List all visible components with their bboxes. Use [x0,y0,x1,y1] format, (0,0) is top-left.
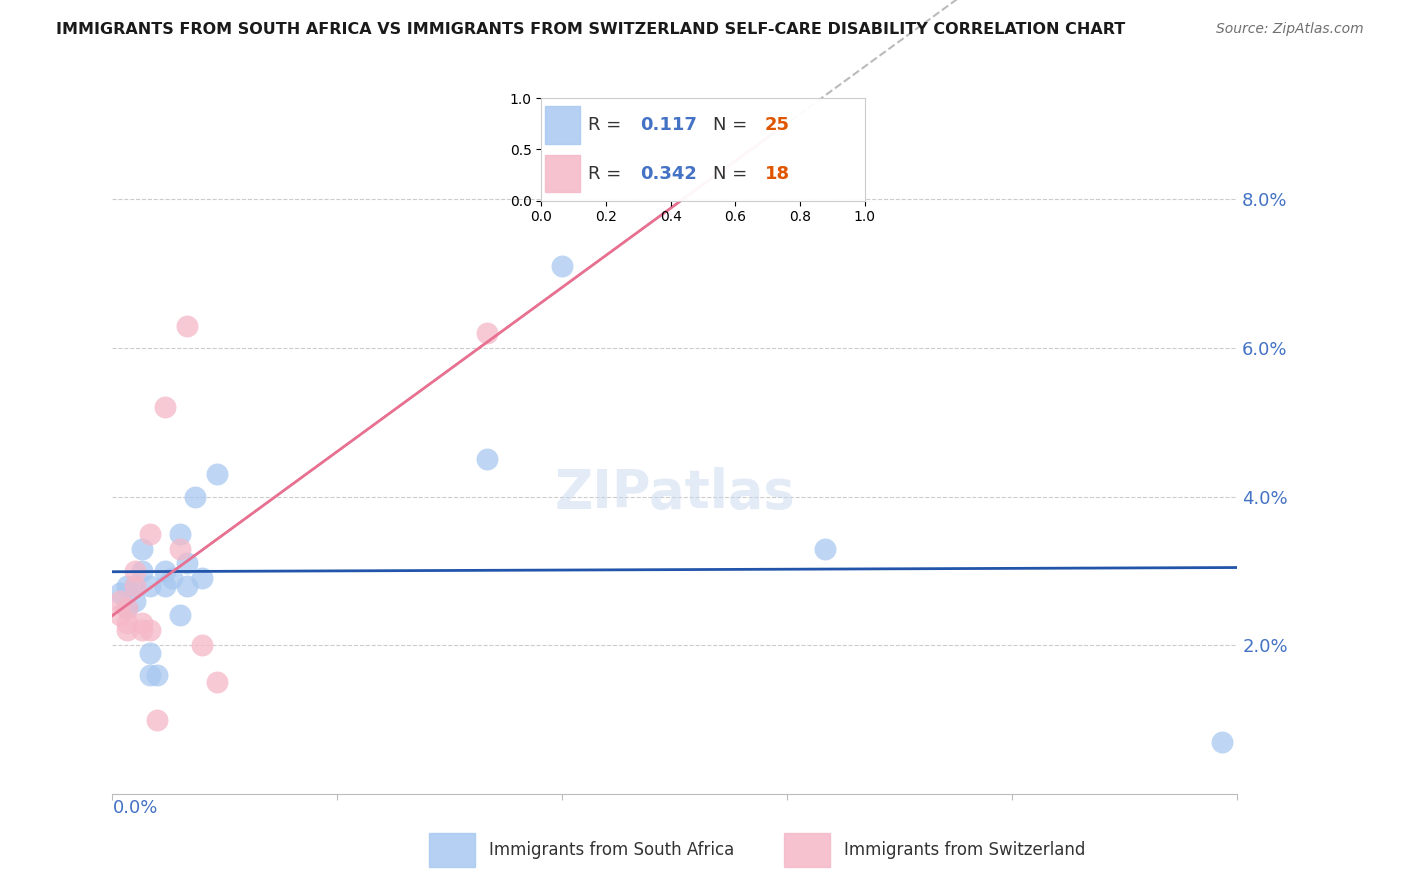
Point [117,615,139,630]
Point [207,467,229,482]
Text: 0.342: 0.342 [640,164,697,183]
Point [146,668,169,682]
Point [139,526,162,541]
Point [139,579,162,593]
Bar [544,106,581,145]
Text: Immigrants from Switzerland: Immigrants from Switzerland [844,840,1085,859]
Text: 0.0%: 0.0% [112,799,157,817]
Point [176,579,198,593]
Point [124,579,146,593]
Point [146,713,169,727]
Text: ZIPatlas: ZIPatlas [554,467,796,519]
Point [117,624,139,638]
Point [131,541,153,556]
Point [1211,735,1233,749]
Text: IMMIGRANTS FROM SOUTH AFRICA VS IMMIGRANTS FROM SWITZERLAND SELF-CARE DISABILITY: IMMIGRANTS FROM SOUTH AFRICA VS IMMIGRAN… [56,22,1125,37]
Point [153,401,176,415]
Point [184,490,207,504]
Point [169,541,191,556]
Point [176,557,198,571]
Point [108,608,131,623]
Point [117,579,139,593]
Text: R =: R = [588,164,621,183]
Point [169,608,191,623]
Bar [429,833,475,867]
Point [191,638,214,652]
Point [108,586,131,600]
Point [117,601,139,615]
Point [117,601,139,615]
Point [131,624,153,638]
Point [124,564,146,578]
Bar [785,833,830,867]
Point [124,593,146,607]
Text: N =: N = [713,164,747,183]
Point [153,579,176,593]
Point [191,571,214,585]
Point [139,668,162,682]
Text: 18: 18 [765,164,790,183]
Point [139,624,162,638]
Point [124,579,146,593]
Point [207,675,229,690]
Point [477,452,499,467]
Text: Immigrants from South Africa: Immigrants from South Africa [489,840,734,859]
Point [814,541,837,556]
Point [169,526,191,541]
Point [162,571,184,585]
Point [176,318,198,333]
Point [131,564,153,578]
Point [551,259,574,273]
Text: N =: N = [713,116,747,135]
Text: Source: ZipAtlas.com: Source: ZipAtlas.com [1216,22,1364,37]
Text: 0.117: 0.117 [640,116,697,135]
Point [131,615,153,630]
Bar [544,154,581,193]
Point [153,564,176,578]
Point [139,646,162,660]
Text: 25: 25 [765,116,789,135]
Point [108,593,131,607]
Point [477,326,499,340]
Text: R =: R = [588,116,621,135]
